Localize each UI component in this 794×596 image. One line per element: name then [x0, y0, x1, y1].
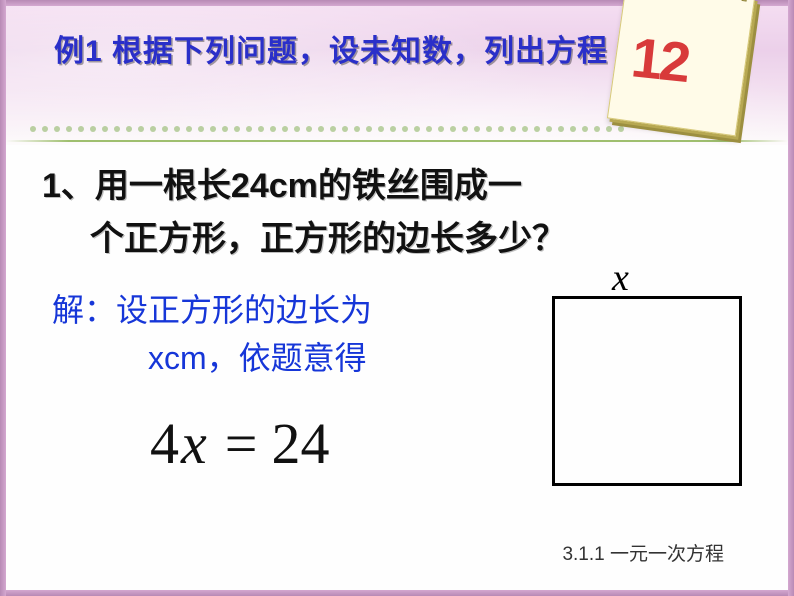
notebook-icon: 12 [607, 0, 755, 136]
problem-line-2: 个正方形，正方形的边长多少？ [42, 213, 734, 266]
dotted-rule [30, 126, 634, 134]
equation-rhs: 24 [271, 411, 329, 476]
equation-coeff: 4 [150, 411, 179, 476]
slide-border-left [0, 0, 6, 596]
notebook-number: 12 [628, 24, 691, 95]
equation: 4x =24 [150, 410, 329, 477]
divider-line [6, 140, 788, 142]
problem-line-1: 1、用一根长24cm的铁丝围成一 [42, 160, 734, 213]
equation-variable: x [181, 411, 207, 476]
slide-border-bottom [0, 590, 794, 596]
example-title: 例1 根据下列问题，设未知数，列出方程 [54, 26, 608, 70]
problem-statement: 1、用一根长24cm的铁丝围成一 个正方形，正方形的边长多少？ [42, 160, 734, 265]
solution-line-2: xcm，依题意得 [52, 334, 372, 382]
square-diagram [552, 296, 742, 486]
solution-setup: 解：设正方形的边长为 xcm，依题意得 [52, 286, 372, 382]
square-side-label: x [612, 256, 629, 300]
equation-equals: = [225, 411, 258, 476]
slide-border-right [788, 0, 794, 596]
solution-line-1: 解：设正方形的边长为 [52, 286, 372, 334]
chapter-footer: 3.1.1 一元一次方程 [562, 539, 724, 566]
